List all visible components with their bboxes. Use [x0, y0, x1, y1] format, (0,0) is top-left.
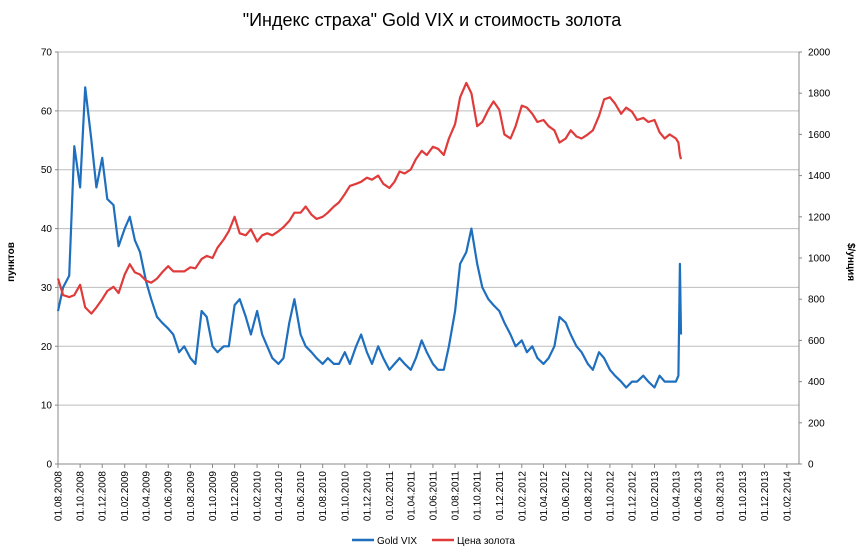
x-tick-label: 01.10.2010 — [340, 471, 351, 521]
legend-label: Gold VIX — [377, 536, 417, 547]
x-tick-label: 01.08.2011 — [451, 471, 462, 521]
x-tick-label: 01.06.2009 — [164, 471, 175, 521]
x-tick-label: 01.02.2013 — [650, 471, 661, 521]
y-tick-label-right: 1600 — [808, 130, 831, 141]
x-tick-label: 01.02.2012 — [517, 471, 528, 521]
x-tick-label: 01.08.2008 — [54, 471, 65, 521]
y-axis-label-right: $/унция — [845, 243, 856, 281]
x-tick-label: 01.12.2013 — [760, 471, 771, 521]
series-line-gold-price — [56, 81, 683, 315]
x-ticks: 01.08.2008 01.10.2008 01.12.2008 01.02.2009… — [54, 464, 793, 521]
grid-lines — [58, 51, 799, 406]
chart-title: "Индекс страха" Gold VIX и стоимость зол… — [243, 10, 623, 30]
x-tick-label: 01.12.2009 — [230, 471, 241, 521]
series-line-gold-vix — [56, 86, 683, 389]
y-tick-label-right: 200 — [808, 418, 825, 429]
x-tick-label: 01.08.2010 — [318, 471, 329, 521]
legend-label: Цена золота — [457, 536, 515, 547]
x-tick-label: 01.12.2012 — [628, 471, 639, 521]
x-tick-label: 01.12.2008 — [98, 471, 109, 521]
x-tick-label: 01.10.2011 — [473, 471, 484, 521]
x-tick-label: 01.12.2010 — [362, 471, 373, 521]
y-tick-label-right: 800 — [808, 295, 825, 306]
y-tick-label-right: 0 — [808, 460, 814, 471]
x-tick-label: 01.10.2008 — [76, 471, 87, 521]
y-tick-label-left: 70 — [41, 48, 53, 59]
y-tick-label-right: 1000 — [808, 254, 831, 265]
x-tick-label: 01.04.2011 — [406, 471, 417, 521]
y-tick-label-left: 20 — [41, 342, 53, 353]
y-ticks-right: 0 200 400 600 800 1000 1200 1400 1600 1800 2000 — [799, 48, 831, 471]
x-tick-label: 01.08.2013 — [716, 471, 727, 521]
x-tick-label: 01.10.2009 — [208, 471, 219, 521]
y-tick-label-left: 50 — [41, 165, 53, 176]
x-tick-label: 01.10.2013 — [738, 471, 749, 521]
x-tick-label: 01.12.2011 — [495, 471, 506, 521]
x-tick-label: 01.04.2010 — [274, 471, 285, 521]
y-tick-label-left: 60 — [41, 106, 53, 117]
y-tick-label-left: 30 — [41, 283, 53, 294]
y-tick-label-right: 600 — [808, 336, 825, 347]
x-tick-label: 01.02.2010 — [253, 471, 264, 521]
x-tick-label: 01.06.2012 — [561, 471, 572, 521]
legend: Gold VIX Цена золота — [352, 536, 515, 547]
x-tick-label: 01.02.2014 — [782, 471, 793, 521]
x-tick-label: 01.10.2012 — [605, 471, 616, 521]
y-tick-label-right: 1400 — [808, 171, 831, 182]
y-tick-label-left: 0 — [46, 460, 52, 471]
y-tick-label-right: 400 — [808, 377, 825, 388]
y-tick-label-right: 2000 — [808, 48, 831, 59]
y-ticks-left: 0 10 20 30 40 50 60 70 — [41, 48, 58, 471]
x-tick-label: 01.02.2009 — [120, 471, 131, 521]
y-axis-label-left: пунктов — [6, 242, 17, 282]
x-tick-label: 01.06.2011 — [428, 471, 439, 521]
x-tick-label: 01.04.2013 — [671, 471, 682, 521]
y-tick-label-right: 1200 — [808, 212, 831, 223]
x-tick-label: 01.06.2013 — [694, 471, 705, 521]
x-tick-label: 01.08.2009 — [186, 471, 197, 521]
x-tick-label: 01.02.2011 — [385, 471, 396, 521]
x-tick-label: 01.08.2012 — [583, 471, 594, 521]
y-tick-label-right: 1800 — [808, 89, 831, 100]
series-layer — [56, 81, 683, 389]
x-tick-label: 01.06.2010 — [296, 471, 307, 521]
x-tick-label: 01.04.2012 — [539, 471, 550, 521]
x-tick-label: 01.04.2009 — [142, 471, 153, 521]
y-tick-label-left: 40 — [41, 224, 53, 235]
y-tick-label-left: 10 — [41, 401, 53, 412]
